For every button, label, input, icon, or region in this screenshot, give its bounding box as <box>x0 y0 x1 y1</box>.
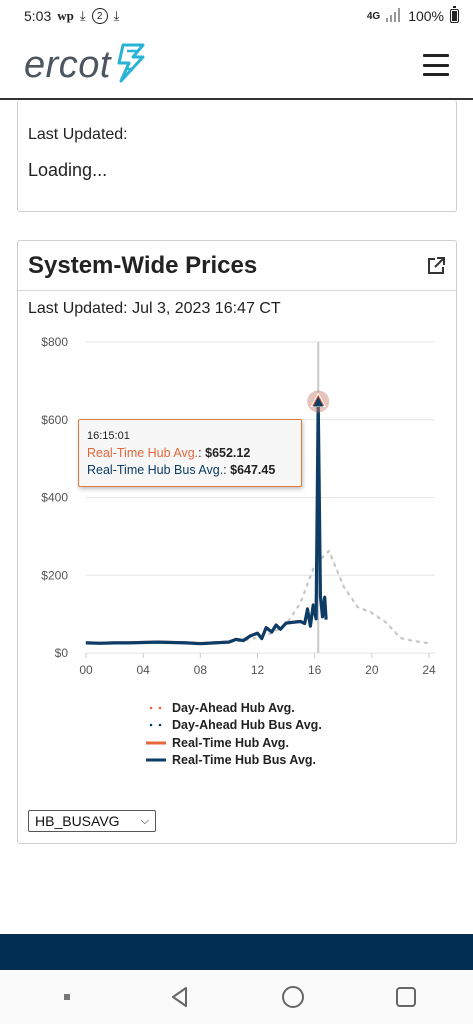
signal-icon <box>386 7 402 25</box>
chevron-down-icon: ⌵ <box>140 814 149 827</box>
status-left: 5:03 wp ⤓ 2 ⤓ <box>24 8 119 24</box>
tooltip-time: 16:15:01 <box>87 430 130 442</box>
legend-item[interactable]: Day-Ahead Hub Bus Avg. <box>146 717 322 735</box>
ercot-logo[interactable]: ercot <box>24 41 147 90</box>
dotted-line-icon <box>146 703 166 713</box>
lightning-bolt-icon <box>113 41 147 90</box>
card-title: System-Wide Prices <box>28 251 258 279</box>
legend-item[interactable]: Real-Time Hub Bus Avg. <box>146 752 322 770</box>
chart-tooltip: 16:15:01 Real-Time Hub Avg.: $652.12 Rea… <box>78 419 302 487</box>
status-time: 5:03 <box>24 8 52 24</box>
solid-line-icon <box>146 755 166 765</box>
recent-apps-dot-icon[interactable] <box>47 977 87 1017</box>
y-tick-label: $400 <box>41 491 68 505</box>
wp-icon: wp <box>57 8 74 23</box>
previous-card: Last Updated: Loading... <box>17 100 457 212</box>
tooltip-rt-hub-label: Real-Time Hub Avg. <box>87 446 199 460</box>
battery-icon <box>450 6 459 23</box>
back-icon[interactable] <box>160 977 200 1017</box>
open-external-icon[interactable] <box>426 256 446 276</box>
y-tick-label: $800 <box>41 335 68 349</box>
series-line-day-ahead-bus <box>85 549 430 645</box>
menu-line <box>423 73 449 76</box>
notification-count-icon: 2 <box>91 8 108 24</box>
x-tick-label: 20 <box>365 663 379 677</box>
legend-item[interactable]: Day-Ahead Hub Avg. <box>146 699 322 717</box>
legend-label: Day-Ahead Hub Bus Avg. <box>172 718 322 733</box>
x-tick-label: 12 <box>251 663 265 677</box>
system-wide-prices-card: System-Wide Prices Last Updated: Jul 3, … <box>17 240 457 844</box>
hub-select[interactable]: HB_BUSAVG ⌵ <box>28 810 156 832</box>
peak-marker-bus <box>313 396 324 407</box>
overview-icon[interactable] <box>386 977 426 1017</box>
legend-label: Real-Time Hub Bus Avg. <box>172 753 317 768</box>
y-tick-label: $200 <box>41 568 68 582</box>
network-label: 4G <box>366 10 381 22</box>
y-tick-label: $0 <box>55 646 69 660</box>
chart-legend: Day-Ahead Hub Avg. Day-Ahead Hub Bus Avg… <box>146 699 322 769</box>
status-right: 4G 100% <box>366 6 459 25</box>
last-updated-label: Last Updated: <box>28 126 128 143</box>
hub-select-value: HB_BUSAVG <box>35 813 120 829</box>
notification-count: 2 <box>96 10 103 22</box>
card-title-row: System-Wide Prices <box>18 241 456 291</box>
download-icon: ⤓ <box>79 8 86 23</box>
tooltip-rt-hub: Real-Time Hub Avg.: $652.12 <box>87 446 251 460</box>
logo-text: ercot <box>24 43 111 86</box>
tooltip-rt-bus-value: $647.45 <box>230 463 276 477</box>
tooltip-rt-hub-value: $652.12 <box>205 446 251 460</box>
legend-label: Day-Ahead Hub Avg. <box>172 700 295 715</box>
tooltip-rt-bus-label: Real-Time Hub Bus Avg. <box>87 463 224 477</box>
loading-text: Loading... <box>28 160 108 180</box>
x-tick-label: 24 <box>422 663 436 677</box>
price-line-chart[interactable]: $0 $200 $400 $600 $800 00 04 08 12 16 20 24 <box>18 331 458 691</box>
last-updated-text: Last Updated: Jul 3, 2023 16:47 CT <box>28 300 281 317</box>
x-tick-label: 00 <box>79 663 93 677</box>
series-line-real-time-bus <box>85 399 328 646</box>
legend-label: Real-Time Hub Avg. <box>172 735 289 750</box>
footer-band <box>0 934 473 970</box>
menu-line <box>423 54 449 57</box>
app-header: ercot <box>0 32 473 100</box>
solid-line-icon <box>146 738 166 748</box>
tooltip-rt-bus: Real-Time Hub Bus Avg.: $647.45 <box>87 463 276 477</box>
home-icon[interactable] <box>273 977 313 1017</box>
download-icon: ⤓ <box>113 8 120 23</box>
x-tick-label: 04 <box>136 663 150 677</box>
menu-line <box>423 63 449 67</box>
status-bar: 5:03 wp ⤓ 2 ⤓ 4G 100% <box>0 0 473 32</box>
x-tick-label: 16 <box>308 663 322 677</box>
battery-percent: 100% <box>408 8 444 24</box>
legend-item[interactable]: Real-Time Hub Avg. <box>146 734 322 752</box>
series-line-day-ahead-hub <box>85 548 430 644</box>
android-nav-bar <box>0 970 473 1024</box>
x-tick-label: 08 <box>194 663 208 677</box>
menu-button[interactable] <box>423 54 449 76</box>
y-tick-label: $600 <box>41 413 68 427</box>
dotted-line-icon <box>146 720 166 730</box>
